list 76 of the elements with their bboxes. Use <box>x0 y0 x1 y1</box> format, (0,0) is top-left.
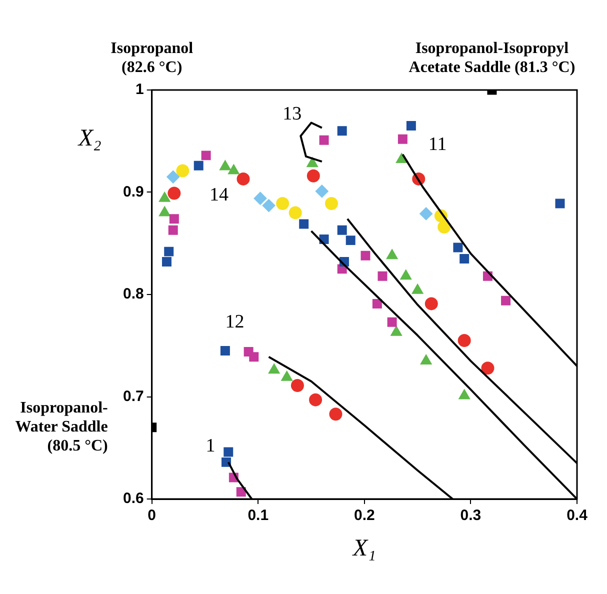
text: Isopropanol (82.6 °C) <box>110 40 194 76</box>
y-tick-label: 0.8 <box>122 286 144 303</box>
point <box>378 271 388 281</box>
point <box>201 150 211 160</box>
point <box>262 199 276 212</box>
point <box>420 354 432 364</box>
point <box>228 164 240 174</box>
x-tick-label: 0.1 <box>248 507 269 524</box>
point <box>168 225 178 235</box>
point <box>329 408 342 421</box>
point <box>281 370 293 381</box>
point <box>390 326 402 336</box>
point <box>337 126 347 136</box>
point <box>458 389 470 400</box>
annotation: 11 <box>428 134 447 156</box>
point <box>164 246 174 256</box>
point <box>386 249 398 260</box>
point <box>412 284 424 294</box>
point <box>460 254 470 264</box>
point <box>162 257 172 267</box>
point <box>398 134 408 144</box>
x-tick-label: 0.2 <box>354 507 375 524</box>
point <box>220 346 230 356</box>
annotation: 12 <box>225 311 244 332</box>
point <box>168 186 181 200</box>
point <box>268 364 280 374</box>
annotation: Isopropanol-Water Saddle (80.5 °C) <box>15 400 108 455</box>
point <box>166 170 180 184</box>
point <box>299 219 309 229</box>
point <box>288 206 302 220</box>
point <box>372 298 382 308</box>
point <box>406 121 416 131</box>
point <box>309 393 322 406</box>
point <box>236 172 250 186</box>
point <box>158 206 170 216</box>
point <box>158 192 170 202</box>
x-axis-title: X₁ <box>352 535 376 562</box>
y-tick-label: 1 <box>136 81 144 98</box>
point <box>249 352 259 362</box>
point <box>194 160 204 170</box>
y-tick-label: 0.6 <box>122 490 144 508</box>
point <box>254 192 267 205</box>
point <box>224 447 234 457</box>
point <box>315 184 328 198</box>
y-axis-title: X₂ <box>77 125 102 152</box>
point <box>276 197 290 210</box>
annotation: 1 <box>206 436 216 457</box>
annotation: 14 <box>210 184 230 206</box>
y-tick-label: 0.7 <box>122 388 144 405</box>
point <box>337 225 347 235</box>
point <box>324 197 338 210</box>
point <box>420 207 433 220</box>
point <box>400 270 412 280</box>
y-tick-label: 0.9 <box>122 183 144 200</box>
point <box>219 160 231 170</box>
point <box>319 135 329 145</box>
annotation: 13 <box>282 104 302 125</box>
x-tick-label: 0.3 <box>460 507 482 524</box>
x-tick-label: 0.4 <box>566 507 588 524</box>
point <box>169 214 179 224</box>
point <box>501 296 511 306</box>
point <box>438 220 451 234</box>
x-tick-label: 0 <box>148 507 156 524</box>
point <box>555 198 565 208</box>
point <box>306 169 320 182</box>
point <box>481 362 494 375</box>
point <box>306 157 318 168</box>
point <box>176 164 190 178</box>
annotation: Isopropanol-Isopropyl Acetate Saddle (81.3 °C) <box>408 40 576 76</box>
point <box>453 242 463 252</box>
point <box>424 297 438 310</box>
point <box>346 236 356 246</box>
point <box>458 334 471 348</box>
point <box>387 317 397 327</box>
point <box>360 250 370 260</box>
point <box>290 379 304 392</box>
